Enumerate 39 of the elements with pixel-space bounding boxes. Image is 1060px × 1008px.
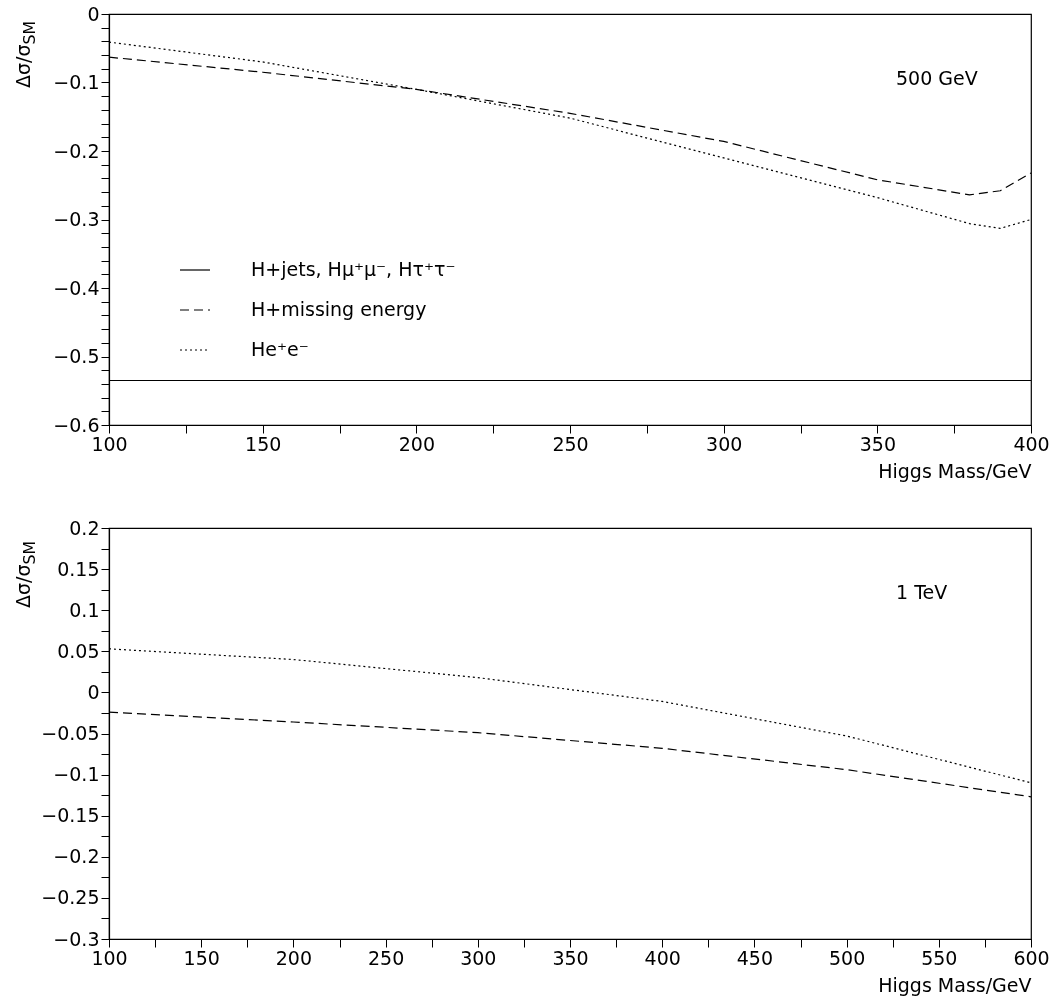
- x-tick-label: 550: [921, 946, 958, 969]
- x-tick-label: 300: [460, 946, 497, 969]
- legend-label: H+jets, Hμ⁺μ⁻, Hτ⁺τ⁻: [251, 258, 456, 280]
- y-tick-label: 0: [87, 680, 100, 703]
- legend-label: H+missing energy: [251, 298, 427, 320]
- y-tick-label: 0.1: [69, 598, 100, 621]
- x-tick-label: 600: [1013, 946, 1050, 969]
- y-tick-label: −0.15: [41, 804, 100, 827]
- y-tick-label: 0.15: [57, 557, 100, 580]
- x-tick-label: 300: [706, 432, 743, 455]
- x-axis-title: Higgs Mass/GeV: [878, 459, 1032, 482]
- y-tick-label: −0.5: [53, 345, 100, 367]
- y-tick-label: −0.1: [53, 763, 100, 786]
- x-tick-label: 350: [859, 432, 896, 455]
- x-tick-label: 150: [183, 946, 220, 969]
- x-tick-label: 200: [398, 432, 435, 455]
- y-tick-label: 0.2: [69, 516, 100, 539]
- y-tick-label: −0.25: [41, 886, 100, 909]
- x-axis-title: Higgs Mass/GeV: [878, 973, 1032, 996]
- x-tick-label: 150: [245, 432, 282, 455]
- x-tick-label: 200: [275, 946, 313, 969]
- y-tick-label: −0.1: [53, 71, 100, 93]
- x-tick-label: 450: [736, 946, 774, 969]
- annotation: 1 TeV: [896, 581, 948, 603]
- x-tick-label: 400: [644, 946, 681, 969]
- x-tick-label: 500: [828, 946, 866, 969]
- x-tick-label: 400: [1013, 432, 1050, 455]
- y-tick-label: −0.4: [53, 276, 100, 299]
- x-tick-label: 250: [367, 946, 405, 969]
- legend-label: He⁺e⁻: [251, 338, 309, 360]
- y-tick-label: 0: [87, 2, 100, 25]
- y-tick-label: −0.3: [53, 208, 100, 230]
- y-tick-label: 0.05: [57, 639, 100, 662]
- x-tick-label: 250: [552, 432, 589, 455]
- x-tick-label: 350: [552, 946, 589, 969]
- y-tick-label: −0.2: [53, 139, 100, 162]
- y-tick-label: −0.05: [41, 722, 100, 744]
- y-tick-label: −0.2: [53, 845, 100, 868]
- annotation: 500 GeV: [896, 67, 978, 89]
